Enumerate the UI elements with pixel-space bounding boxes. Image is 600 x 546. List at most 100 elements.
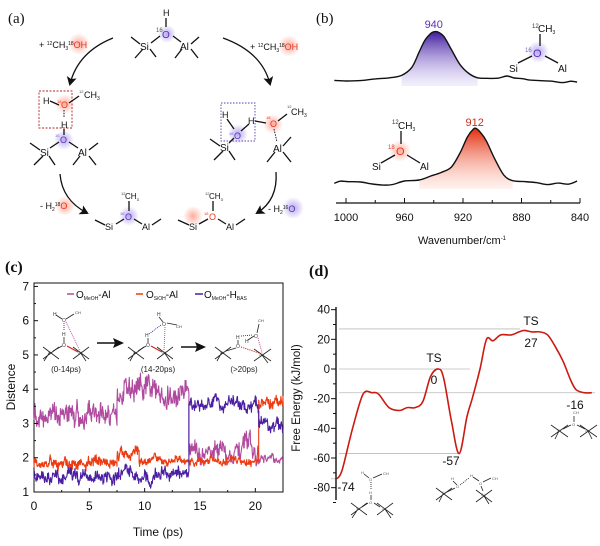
bond <box>130 36 141 45</box>
framework-bonds <box>42 346 90 362</box>
osioh-al-bond <box>150 345 163 353</box>
energy-value-label: 27 <box>524 336 538 350</box>
atom-h: H <box>248 116 255 126</box>
atom-ch: CH <box>538 24 552 35</box>
y-tick-label: 40 <box>317 305 330 317</box>
hbond-dashes <box>240 334 254 337</box>
atom-h: H <box>61 120 68 130</box>
inset-methoxy-o16: 12 CH3 16 O Si Al <box>509 24 567 75</box>
framework-bonds <box>435 487 493 505</box>
loss-label: - H216O <box>268 204 295 216</box>
y-tick-label: 4 <box>22 382 29 396</box>
atom-h: H <box>145 333 149 339</box>
atom-ch3: CH <box>75 310 81 315</box>
panel-b-label: (b) <box>316 11 334 27</box>
energy-value-label: -57 <box>442 454 460 468</box>
subscript: 2 <box>52 207 55 213</box>
iso-label: 18 <box>388 145 395 151</box>
atom-o18: O <box>61 100 68 110</box>
iso-label: 18 <box>279 43 285 49</box>
atom-ch: CH <box>291 107 304 117</box>
bond <box>88 155 97 166</box>
energy-annotations: TS 0 TS 27 -74 -57 -16 <box>337 314 584 494</box>
subscript: 3 <box>97 96 100 102</box>
panel-d: (d) 40 20 0 -20 -40 -60 -80 Free Energy (kJ/mo… <box>291 263 598 519</box>
scheme-left-reagent: + 12CH318OH <box>39 33 90 55</box>
atom-o16: O <box>234 131 241 141</box>
bond <box>133 218 143 225</box>
legend-item-omeoh-hbas: OMeOH-HBAS <box>195 290 247 302</box>
structure-product: CH O Si Al <box>550 410 598 440</box>
atom-si: Si <box>189 222 197 232</box>
bond <box>380 154 396 164</box>
bond <box>174 48 183 59</box>
bond <box>544 55 559 64</box>
legend-sub: BAS <box>237 296 248 302</box>
atom-al: Al <box>180 42 189 53</box>
scheme-right-reagent: + 12CH318OH <box>250 35 300 57</box>
legend-sub: SiOH <box>154 296 166 302</box>
x-axis-title-text: Wavenumber/cm <box>418 235 501 247</box>
bond <box>277 113 288 122</box>
subscript: 3 <box>137 197 140 202</box>
bond <box>172 35 182 43</box>
atom-h: H <box>369 490 372 495</box>
atom-ch3: CH3 <box>84 90 100 102</box>
y-axis: 40 20 0 -20 -40 -60 -80 <box>313 305 337 503</box>
bond <box>115 218 125 225</box>
x-tick-label: 0 <box>31 499 38 513</box>
energy-value-label: 0 <box>431 373 438 387</box>
o16-glow <box>527 41 549 63</box>
bond <box>217 218 227 225</box>
atom-al: Al <box>558 64 567 75</box>
bond <box>198 218 209 225</box>
bond <box>472 476 480 482</box>
panel-c-label: (c) <box>5 259 23 276</box>
bond <box>48 155 56 166</box>
atom-o18: O <box>270 119 277 129</box>
structure-initial: H O CH H O Si Al <box>350 470 394 519</box>
energy-value-label: -16 <box>566 398 584 412</box>
bond <box>68 141 79 149</box>
atom-o: O <box>236 344 240 350</box>
bond <box>209 138 221 147</box>
bond <box>228 137 235 144</box>
iso-label: 12 <box>287 104 292 109</box>
atom-o: O <box>162 322 166 328</box>
legend-tail: -Al <box>98 290 110 301</box>
atom-al: Al <box>585 428 589 433</box>
o18-glow <box>278 35 300 57</box>
framework-bonds <box>214 346 272 364</box>
atom-si: Si <box>372 162 381 173</box>
o18-glow <box>55 94 75 114</box>
framework-bonds <box>550 424 598 440</box>
subscript: 3 <box>221 197 224 202</box>
atom-o16: O <box>125 212 132 222</box>
peak-label-912: 912 <box>466 117 484 129</box>
bond <box>94 219 106 226</box>
peak-fill-912 <box>419 128 513 189</box>
o16-glow <box>158 25 176 43</box>
legend-label: OMeOH-HBAS <box>204 290 247 302</box>
spectrum-line-940 <box>334 30 578 84</box>
ir-spectra <box>334 30 578 189</box>
atom-o16: O <box>288 204 295 214</box>
bond <box>225 347 237 352</box>
bond <box>177 219 190 226</box>
atom-o16: O <box>162 30 170 41</box>
osioh-al-dashes <box>240 346 260 354</box>
o18-glow <box>55 196 75 216</box>
x-axis-title: Time (ps) <box>133 525 183 539</box>
atom-h: H <box>245 339 249 345</box>
x-tick-label: 1000 <box>334 212 358 224</box>
reagent-prefix: + <box>39 40 47 50</box>
panel-a: (a) H 16 O Si Al + 12CH318OH <box>8 8 307 232</box>
y-tick-label: 2 <box>22 451 29 465</box>
bond <box>55 314 63 320</box>
y-tick-label: -40 <box>313 423 330 435</box>
coordination-dashes <box>273 128 278 143</box>
legend-main: O <box>146 290 154 301</box>
atom-o: O <box>62 343 66 349</box>
bond <box>72 155 81 166</box>
bond <box>452 480 458 486</box>
